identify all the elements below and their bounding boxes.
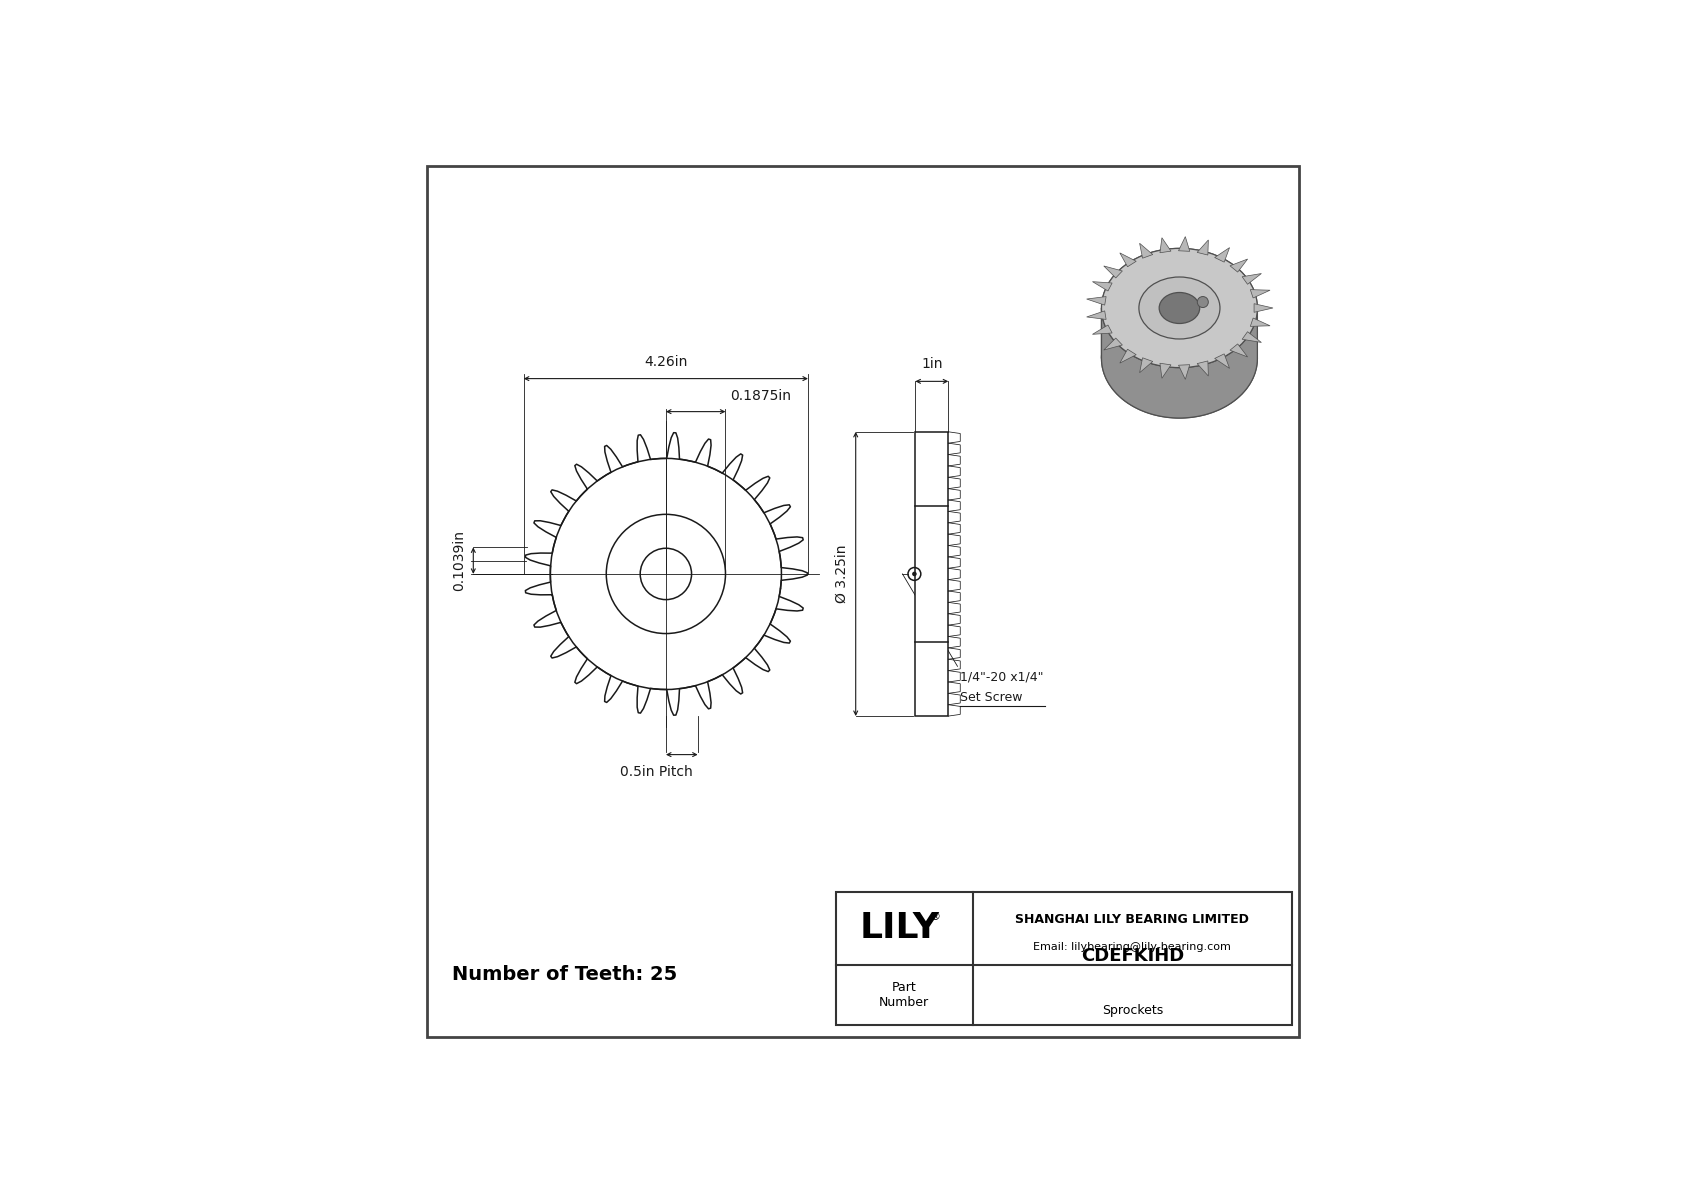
- Text: LILY: LILY: [859, 911, 940, 946]
- Polygon shape: [1197, 239, 1209, 255]
- Text: Part
Number: Part Number: [879, 981, 930, 1009]
- Text: 4.26in: 4.26in: [645, 355, 687, 368]
- Ellipse shape: [1101, 299, 1258, 418]
- Polygon shape: [1250, 289, 1270, 298]
- Polygon shape: [1120, 252, 1137, 267]
- Ellipse shape: [1159, 293, 1199, 324]
- Polygon shape: [1255, 304, 1273, 312]
- Text: CDEFKIHD: CDEFKIHD: [1081, 947, 1184, 965]
- Text: Sprockets: Sprockets: [1101, 1004, 1164, 1017]
- Polygon shape: [1197, 361, 1209, 376]
- Text: Number of Teeth: 25: Number of Teeth: 25: [453, 965, 677, 984]
- Circle shape: [1197, 297, 1209, 307]
- Text: Set Screw: Set Screw: [960, 691, 1022, 704]
- Polygon shape: [1140, 243, 1154, 258]
- Polygon shape: [1179, 364, 1191, 380]
- Polygon shape: [1214, 248, 1229, 262]
- Polygon shape: [1101, 308, 1258, 418]
- Polygon shape: [1093, 325, 1111, 335]
- Polygon shape: [1103, 266, 1122, 278]
- Polygon shape: [1179, 237, 1191, 251]
- Ellipse shape: [1138, 278, 1219, 339]
- Polygon shape: [1229, 344, 1248, 357]
- Text: 1/4"-20 x1/4": 1/4"-20 x1/4": [960, 671, 1044, 684]
- Text: Email: lilybearing@lily-bearing.com: Email: lilybearing@lily-bearing.com: [1034, 942, 1231, 952]
- Polygon shape: [1214, 354, 1229, 368]
- Polygon shape: [1250, 318, 1270, 326]
- Polygon shape: [1160, 363, 1170, 379]
- Text: 1in: 1in: [921, 357, 943, 372]
- Text: ®: ®: [930, 912, 941, 922]
- Circle shape: [913, 572, 916, 576]
- Polygon shape: [1140, 357, 1154, 373]
- Polygon shape: [1086, 311, 1106, 319]
- Bar: [916, 432, 948, 716]
- Polygon shape: [1103, 338, 1122, 350]
- Polygon shape: [1120, 349, 1137, 363]
- Text: Ø 3.25in: Ø 3.25in: [834, 544, 849, 603]
- Bar: [835, 892, 1292, 1025]
- Text: 0.5in Pitch: 0.5in Pitch: [620, 765, 694, 779]
- Polygon shape: [1086, 297, 1106, 305]
- Polygon shape: [1243, 274, 1261, 285]
- Text: 0.1039in: 0.1039in: [451, 530, 466, 591]
- Polygon shape: [1229, 258, 1248, 272]
- Ellipse shape: [1101, 249, 1258, 368]
- Polygon shape: [1101, 249, 1258, 358]
- Polygon shape: [1093, 281, 1111, 291]
- Text: 0.1875in: 0.1875in: [731, 389, 791, 404]
- Polygon shape: [1160, 238, 1170, 252]
- Polygon shape: [1243, 332, 1261, 343]
- Text: SHANGHAI LILY BEARING LIMITED: SHANGHAI LILY BEARING LIMITED: [1015, 913, 1250, 925]
